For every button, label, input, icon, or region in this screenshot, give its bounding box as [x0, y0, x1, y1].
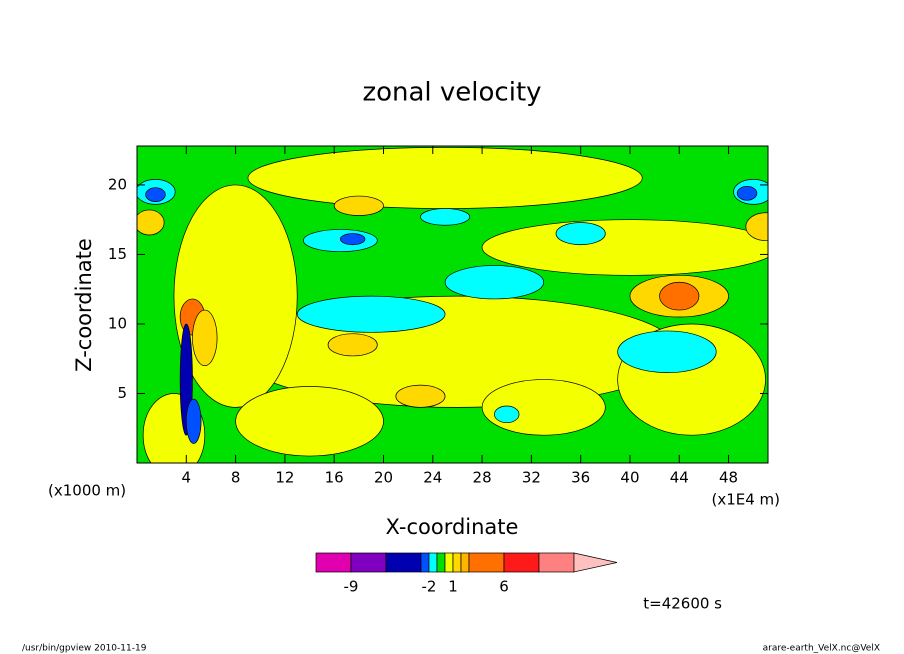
colorbar-box: [444, 552, 454, 573]
colorbar-box: [452, 552, 462, 573]
x-tick-label: 44: [670, 469, 689, 487]
contour-region: [395, 384, 446, 408]
contour-region: [745, 212, 768, 241]
x-tick-label: 36: [571, 469, 590, 487]
colorbar-box: [420, 552, 430, 573]
x-tick-label: 8: [231, 469, 241, 487]
y-tick-label: 5: [117, 384, 127, 402]
colorbar-extend: [573, 552, 618, 573]
contour-region: [145, 187, 166, 202]
footer-right: arare-earth_VelX.nc@VelX: [763, 644, 880, 654]
colorbar-box: [468, 552, 505, 573]
contour-region: [617, 330, 717, 373]
contour-region: [185, 398, 202, 444]
x-unit: (x1E4 m): [711, 491, 780, 509]
colorbar-tick-label: 1: [448, 578, 458, 596]
colorbar-tick-label: 6: [499, 578, 509, 596]
x-tick-label: 4: [182, 469, 192, 487]
y-tick-label: 10: [108, 314, 127, 332]
contour-region: [494, 405, 520, 424]
x-tick-label: 20: [374, 469, 393, 487]
chart-title: zonal velocity: [362, 78, 541, 108]
contour-region: [555, 222, 606, 246]
x-tick-label: 12: [275, 469, 294, 487]
contour-region: [420, 208, 471, 226]
x-tick-label: 40: [620, 469, 639, 487]
y-unit: (x1000 m): [48, 482, 126, 500]
contour-region: [736, 185, 758, 201]
colorbar-box: [538, 552, 575, 573]
contour-region: [137, 209, 165, 236]
colorbar-tick-label: -2: [422, 578, 437, 596]
x-tick-label: 16: [325, 469, 344, 487]
time-label: t=42600 s: [643, 595, 722, 613]
y-tick-label: 15: [108, 245, 127, 263]
x-tick-label: 32: [522, 469, 541, 487]
y-axis-label: Z-coordinate: [72, 238, 96, 372]
colorbar-box: [428, 552, 438, 573]
colorbar-box: [436, 552, 446, 573]
contour-region: [235, 386, 384, 457]
contour-region: [333, 195, 384, 216]
footer-left: /usr/bin/gpview 2010-11-19: [22, 644, 147, 654]
contour-region: [444, 265, 545, 300]
x-tick-label: 28: [473, 469, 492, 487]
plot-frame: [136, 145, 769, 464]
contour-region: [339, 233, 366, 246]
x-tick-label: 24: [423, 469, 442, 487]
x-tick-label: 48: [719, 469, 738, 487]
contour-region: [192, 309, 218, 367]
contour-region: [481, 219, 768, 276]
contour-region: [327, 333, 378, 357]
colorbar-tick-label: -9: [344, 578, 359, 596]
y-tick-label: 20: [108, 175, 127, 193]
x-axis-label: X-coordinate: [386, 515, 519, 539]
contour-field: [137, 146, 768, 463]
colorbar-box: [315, 552, 352, 573]
contour-region: [296, 295, 446, 333]
colorbar-box: [460, 552, 470, 573]
colorbar-box: [385, 552, 422, 573]
colorbar-box: [503, 552, 540, 573]
contour-region: [659, 281, 700, 311]
contour-region: [247, 147, 643, 209]
colorbar-box: [350, 552, 387, 573]
